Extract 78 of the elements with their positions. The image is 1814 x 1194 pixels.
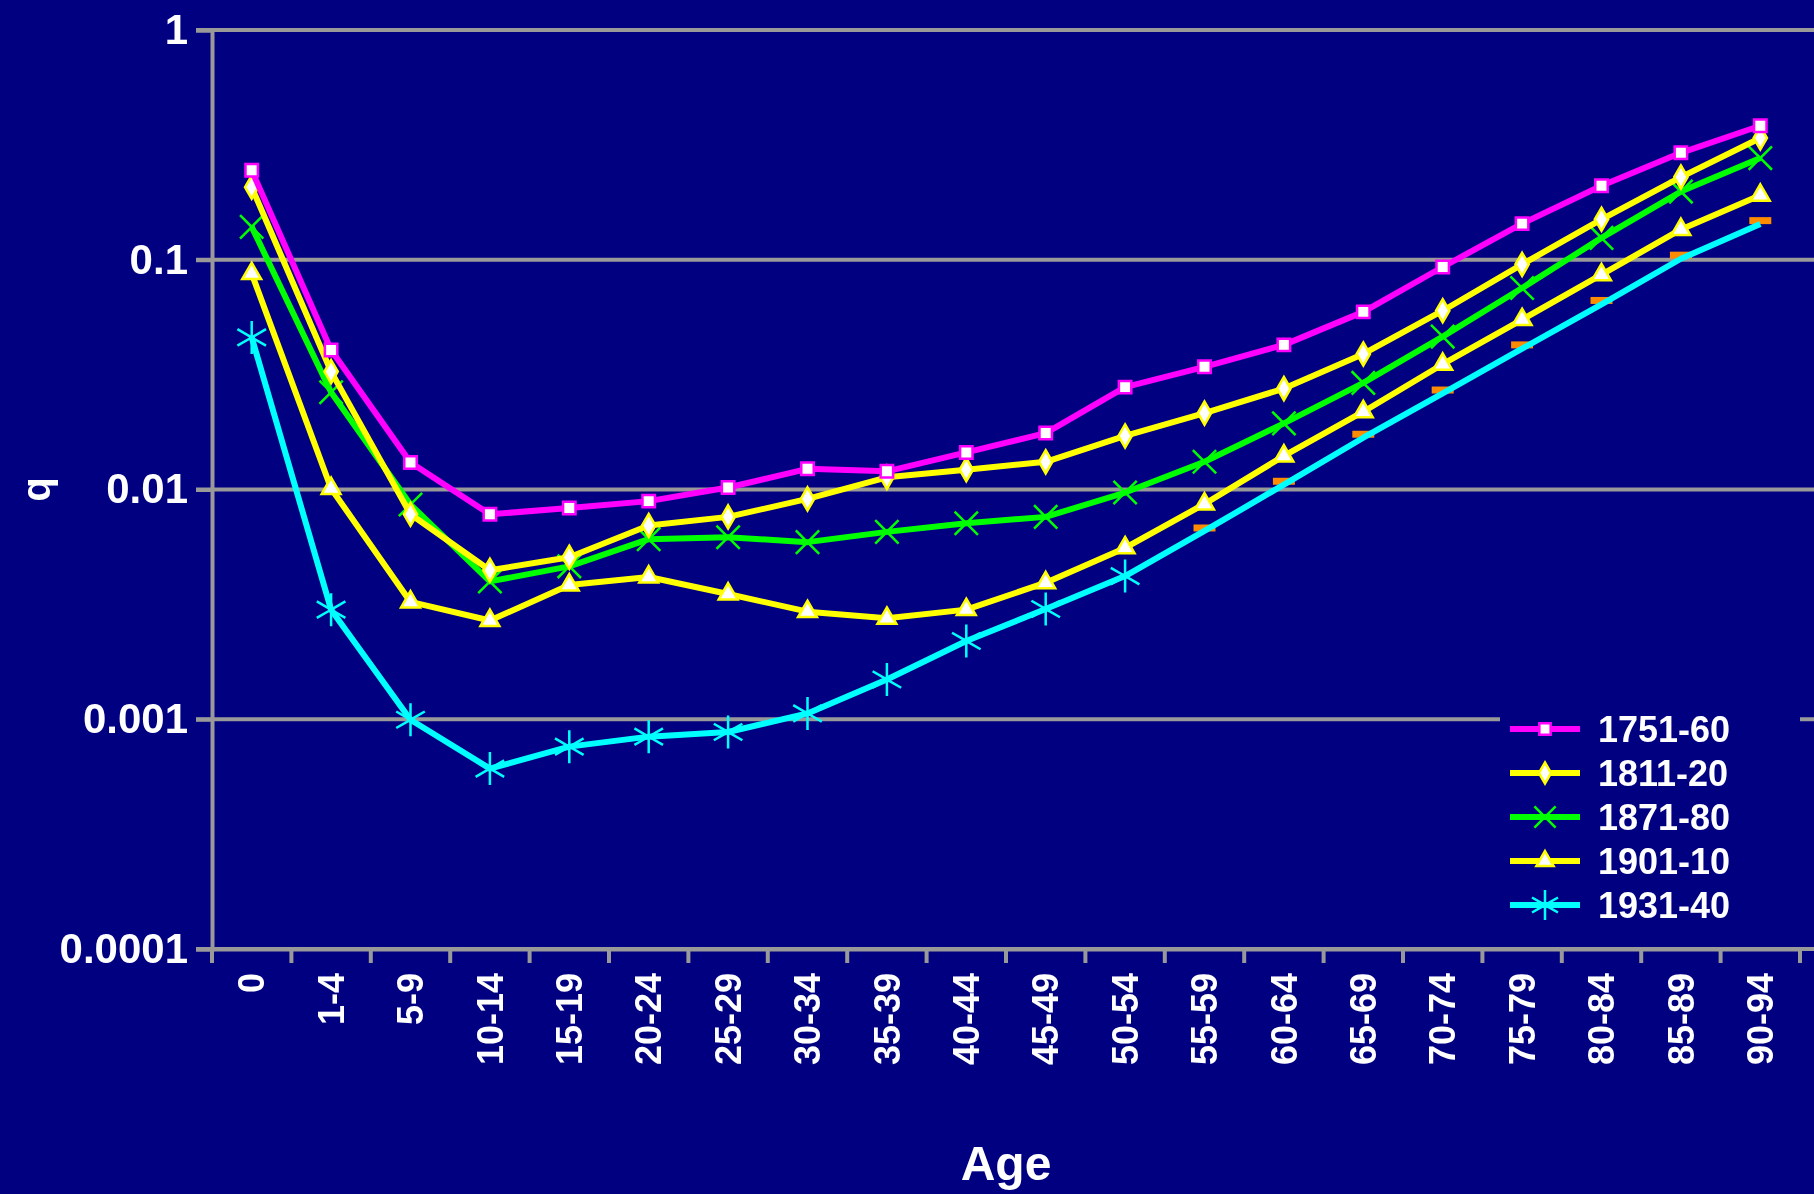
x-tick-label: 60-64 xyxy=(1263,973,1305,1066)
point xyxy=(1030,592,1061,626)
point xyxy=(1668,179,1694,205)
y-tick-label: 0.1 xyxy=(129,235,188,283)
point xyxy=(1276,337,1292,353)
x-tick-label: 55-59 xyxy=(1184,973,1226,1066)
point xyxy=(316,593,347,627)
legend-label: 1901-10 xyxy=(1598,840,1731,882)
point xyxy=(641,493,657,509)
legend-label: 1871-80 xyxy=(1598,796,1731,838)
x-tick-label: 25-29 xyxy=(707,973,749,1066)
x-tick-label: 10-14 xyxy=(469,973,511,1066)
point xyxy=(1752,118,1768,134)
y-axis-title: q xyxy=(14,477,58,502)
point xyxy=(1038,425,1054,441)
point xyxy=(239,214,265,240)
point xyxy=(871,662,902,696)
point xyxy=(951,624,982,658)
point xyxy=(1355,304,1371,320)
x-tick-label: 0 xyxy=(231,973,273,994)
y-tick-label: 1 xyxy=(164,5,188,53)
point xyxy=(403,455,418,471)
point xyxy=(713,715,744,749)
point xyxy=(1350,370,1376,396)
legend-label: 1751-60 xyxy=(1598,708,1731,750)
point xyxy=(720,480,736,495)
point xyxy=(1430,324,1456,350)
x-tick-label: 85-89 xyxy=(1660,973,1702,1066)
point xyxy=(792,696,823,730)
point xyxy=(794,529,821,555)
legend-label: 1811-20 xyxy=(1598,752,1729,794)
point xyxy=(474,752,505,786)
point xyxy=(800,461,815,477)
point xyxy=(1117,379,1133,395)
point xyxy=(1197,359,1212,375)
point xyxy=(1514,216,1530,232)
x-tick-label: 20-24 xyxy=(628,973,670,1066)
legend-label: 1931-40 xyxy=(1598,884,1731,926)
x-tick-label: 15-19 xyxy=(548,973,590,1066)
point xyxy=(1110,559,1141,593)
x-tick-label: 1-4 xyxy=(310,973,352,1026)
point xyxy=(561,500,577,516)
point xyxy=(633,720,664,754)
point xyxy=(1112,479,1138,506)
x-axis-title: Age xyxy=(960,1137,1052,1190)
point xyxy=(1594,178,1609,194)
point xyxy=(953,510,979,536)
x-tick-label: 65-69 xyxy=(1342,973,1384,1066)
x-tick-label: 80-84 xyxy=(1581,973,1623,1066)
point xyxy=(482,506,498,522)
point xyxy=(1033,504,1059,530)
x-tick-label: 5-9 xyxy=(390,973,432,1026)
x-tick-label: 40-44 xyxy=(945,973,987,1066)
point xyxy=(1588,225,1615,251)
x-tick-label: 70-74 xyxy=(1422,973,1464,1066)
x-tick-label: 30-34 xyxy=(787,973,829,1066)
point xyxy=(1271,410,1297,436)
point xyxy=(554,730,585,764)
point xyxy=(1673,145,1689,161)
x-tick-label: 75-79 xyxy=(1501,973,1543,1066)
point xyxy=(958,444,974,460)
point xyxy=(1191,449,1218,475)
point xyxy=(879,463,895,479)
x-tick-label: 50-54 xyxy=(1104,973,1146,1066)
point xyxy=(323,342,339,358)
point xyxy=(395,703,426,737)
y-tick-label: 0.01 xyxy=(106,465,188,513)
point xyxy=(874,519,900,545)
point xyxy=(244,162,260,178)
y-tick-label: 0.001 xyxy=(82,695,188,743)
point xyxy=(715,524,741,550)
point xyxy=(236,320,267,354)
x-tick-label: 35-39 xyxy=(866,973,908,1066)
point xyxy=(1747,145,1773,171)
point xyxy=(1435,259,1451,275)
y-tick-label: 0.0001 xyxy=(59,924,188,972)
x-tick-label: 90-94 xyxy=(1739,973,1781,1066)
x-tick-label: 45-49 xyxy=(1025,973,1067,1066)
